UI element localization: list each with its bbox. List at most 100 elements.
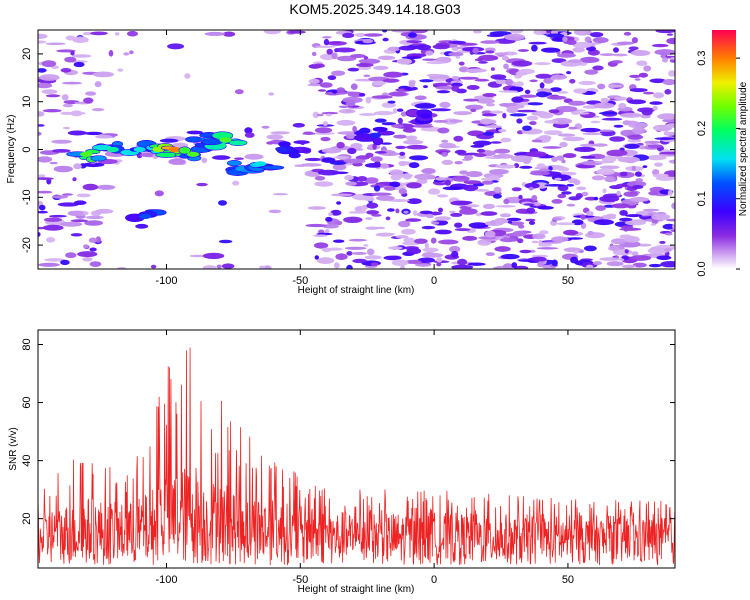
heatmap-cell	[554, 177, 562, 181]
heatmap-cell	[537, 206, 554, 210]
heatmap-cell	[308, 78, 320, 84]
heatmap-cell	[406, 144, 428, 150]
heatmap-cell	[432, 82, 453, 86]
heatmap-cell	[38, 82, 53, 89]
heatmap-hotspot-peak	[106, 146, 119, 153]
heatmap-cell	[434, 229, 452, 235]
x-tick-label: 50	[562, 275, 574, 287]
heatmap-cell	[82, 257, 93, 262]
heatmap-cell	[352, 258, 368, 264]
heatmap-cell	[630, 255, 652, 261]
heatmap-cell	[350, 54, 366, 58]
heatmap-cell	[665, 123, 675, 128]
heatmap-cell	[478, 61, 488, 64]
heatmap-cell	[449, 119, 463, 123]
heatmap-cell	[600, 97, 609, 104]
heatmap-hotspot	[261, 165, 285, 170]
heatmap-cell	[186, 130, 203, 135]
heatmap-cell	[536, 163, 546, 169]
heatmap-cell	[38, 204, 46, 211]
heatmap-cell	[664, 89, 672, 95]
heatmap-cell	[432, 78, 446, 82]
heatmap-cell	[637, 243, 652, 247]
heatmap-cell	[135, 223, 149, 229]
heatmap-cell	[244, 127, 253, 134]
heatmap-cell	[451, 264, 474, 269]
heatmap-cell	[426, 214, 434, 219]
heatmap-cell	[414, 238, 428, 244]
heatmap-cell	[657, 113, 675, 120]
heatmap-cell	[534, 62, 551, 66]
heatmap-cell	[344, 158, 366, 164]
heatmap-cell	[419, 210, 433, 215]
heatmap-cell	[41, 60, 57, 68]
snr-frame	[37, 329, 676, 569]
heatmap-cell	[511, 96, 524, 103]
heatmap-cell	[562, 36, 568, 42]
heatmap-cell	[436, 90, 450, 94]
heatmap-cell	[363, 244, 369, 247]
heatmap-cell	[470, 108, 477, 113]
heatmap-cell	[519, 165, 533, 169]
heatmap-cell	[479, 118, 493, 125]
heatmap-cell	[423, 252, 436, 256]
snr-plot	[38, 347, 675, 566]
heatmap-cell	[38, 262, 60, 267]
heatmap-cell	[263, 30, 282, 35]
heatmap-cell	[329, 41, 342, 44]
heatmap-cell	[543, 77, 554, 84]
heatmap-cell	[543, 130, 563, 136]
heatmap-cell	[524, 89, 531, 95]
heatmap-cell	[629, 88, 648, 93]
heatmap-cell	[662, 119, 675, 123]
heatmap-cell	[518, 224, 525, 229]
heatmap-cell	[544, 184, 566, 187]
heatmap-cell	[387, 246, 403, 250]
heatmap-cell	[38, 40, 47, 44]
heatmap-cell	[321, 111, 339, 115]
heatmap-cell	[596, 129, 614, 132]
heatmap-cell	[551, 199, 563, 204]
heatmap-cell	[322, 36, 332, 39]
heatmap-cell	[563, 229, 579, 236]
heatmap-cell	[374, 118, 387, 123]
heatmap-cell	[576, 186, 587, 191]
heatmap-cell	[567, 237, 583, 240]
heatmap-cell	[507, 221, 513, 224]
heatmap-cell	[344, 246, 367, 250]
heatmap-cell	[509, 221, 525, 226]
heatmap-cell	[374, 161, 381, 168]
heatmap-cell	[536, 247, 559, 250]
heatmap-cell	[82, 162, 105, 168]
heatmap-cell	[454, 149, 467, 155]
heatmap-cell	[311, 51, 317, 57]
heatmap-cell	[482, 93, 497, 97]
heatmap-cell	[598, 111, 618, 115]
heatmap-cell	[389, 181, 401, 188]
heatmap-cell	[307, 206, 326, 210]
heatmap-cell	[654, 137, 675, 140]
heatmap-cell	[358, 93, 366, 97]
heatmap-cell	[272, 193, 288, 196]
heatmap-cell	[649, 101, 663, 105]
heatmap-cell	[489, 31, 512, 36]
heatmap-cell	[268, 209, 282, 214]
heatmap-cell	[606, 149, 628, 157]
heatmap-cell	[590, 120, 601, 124]
heatmap-cell	[542, 146, 562, 149]
heatmap-cell	[38, 210, 48, 214]
heatmap-cell	[85, 215, 104, 220]
heatmap-cell	[414, 263, 432, 267]
heatmap-cell	[261, 125, 270, 129]
heatmap-cell	[557, 53, 576, 58]
heatmap-cell	[495, 205, 517, 208]
heatmap-cell	[327, 75, 337, 81]
heatmap-cell	[641, 109, 653, 116]
heatmap-cell	[570, 256, 579, 264]
heatmap-cell	[346, 264, 353, 269]
heatmap-cell	[406, 40, 423, 44]
heatmap-cell	[591, 175, 605, 181]
heatmap-cell	[398, 188, 407, 195]
heatmap-cell	[168, 158, 186, 165]
heatmap-cell	[539, 82, 545, 89]
